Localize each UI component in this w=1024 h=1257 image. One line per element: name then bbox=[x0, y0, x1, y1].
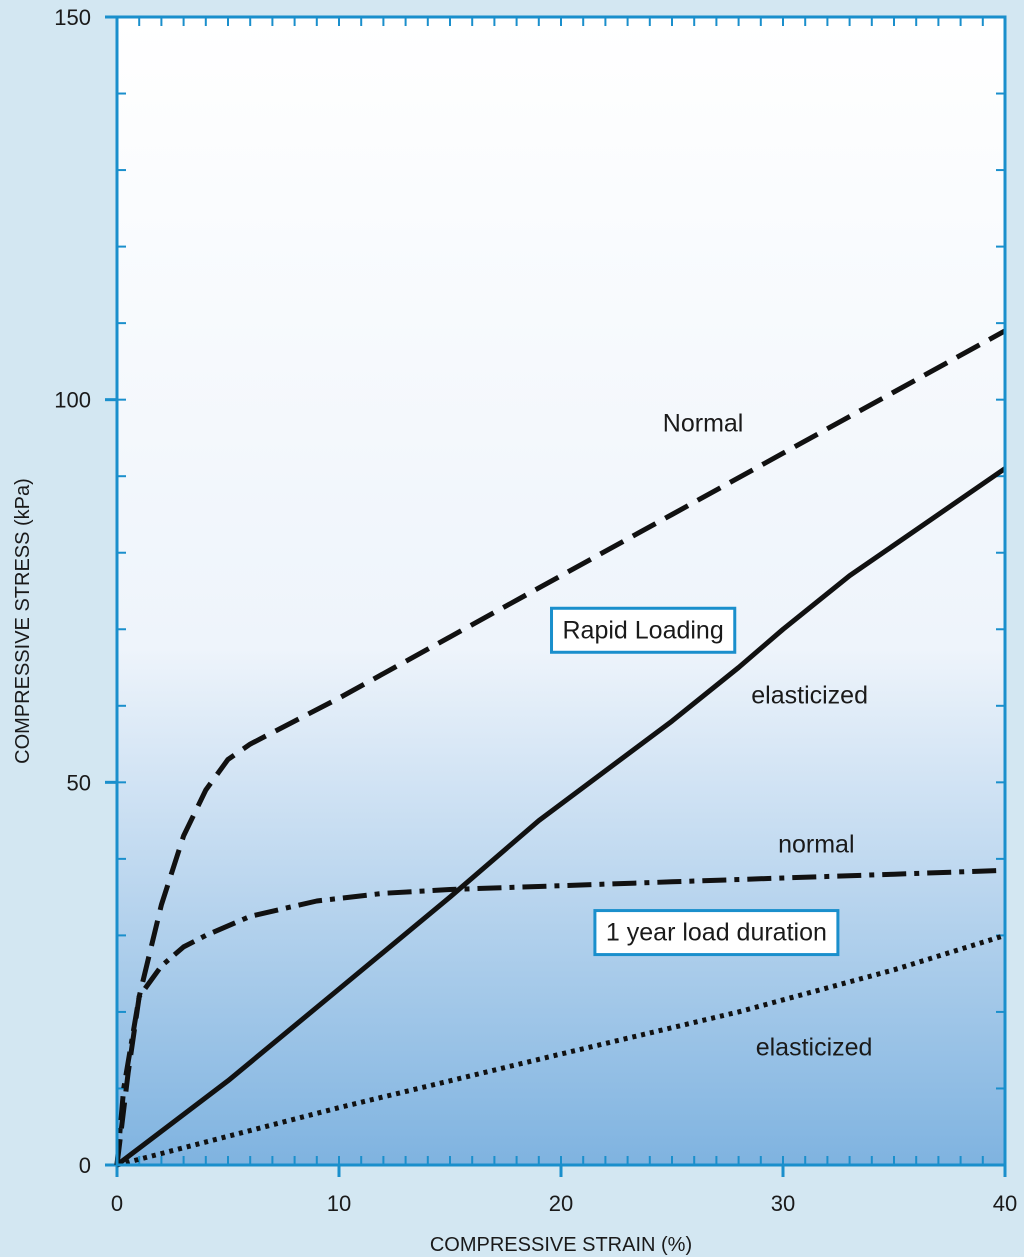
series-annotation-label: Normal bbox=[663, 410, 744, 438]
tick-labels: 0 10 20 30 40 0 50 100 150 bbox=[54, 5, 1017, 1216]
annotations: Rapid Loading Normal elasticized normal 1 ye… bbox=[550, 410, 873, 1061]
plot-frame bbox=[115, 15, 1007, 1167]
series-annotation-label: elasticized bbox=[756, 1033, 873, 1061]
annotation-box-label: Rapid Loading bbox=[563, 616, 724, 644]
y-tick-label: 150 bbox=[54, 5, 91, 30]
series-line-dashdot bbox=[114, 867, 1006, 1166]
x-tick-label: 10 bbox=[327, 1191, 351, 1216]
annotation-box bbox=[593, 909, 840, 957]
y-tick-label: 50 bbox=[67, 770, 91, 795]
y-tick-label: 100 bbox=[54, 388, 91, 413]
series-annotation-label: normal bbox=[778, 831, 854, 859]
x-axis-label: COMPRESSIVE STRAIN (%) bbox=[430, 1234, 692, 1256]
x-tick-label: 0 bbox=[111, 1191, 123, 1216]
series-layer bbox=[114, 328, 1007, 1168]
annotation-box bbox=[550, 606, 737, 654]
series-annotation-label: elasticized bbox=[751, 681, 868, 709]
y-axis-label: COMPRESSIVE STRESS (kPa) bbox=[12, 478, 34, 764]
x-tick-label: 40 bbox=[993, 1191, 1017, 1216]
boxed-annotation: 1 year load duration bbox=[593, 909, 840, 957]
major-ticks bbox=[105, 15, 1007, 1177]
annotation-box-label: 1 year load duration bbox=[606, 919, 827, 947]
series-line-dotted bbox=[116, 933, 1006, 1168]
plot-area bbox=[117, 17, 1005, 1165]
x-tick-label: 20 bbox=[549, 1191, 573, 1216]
series-line-solid bbox=[115, 466, 1007, 1167]
y-tick-label: 0 bbox=[79, 1153, 91, 1178]
boxed-annotation: Rapid Loading bbox=[550, 606, 737, 654]
x-tick-label: 30 bbox=[771, 1191, 795, 1216]
